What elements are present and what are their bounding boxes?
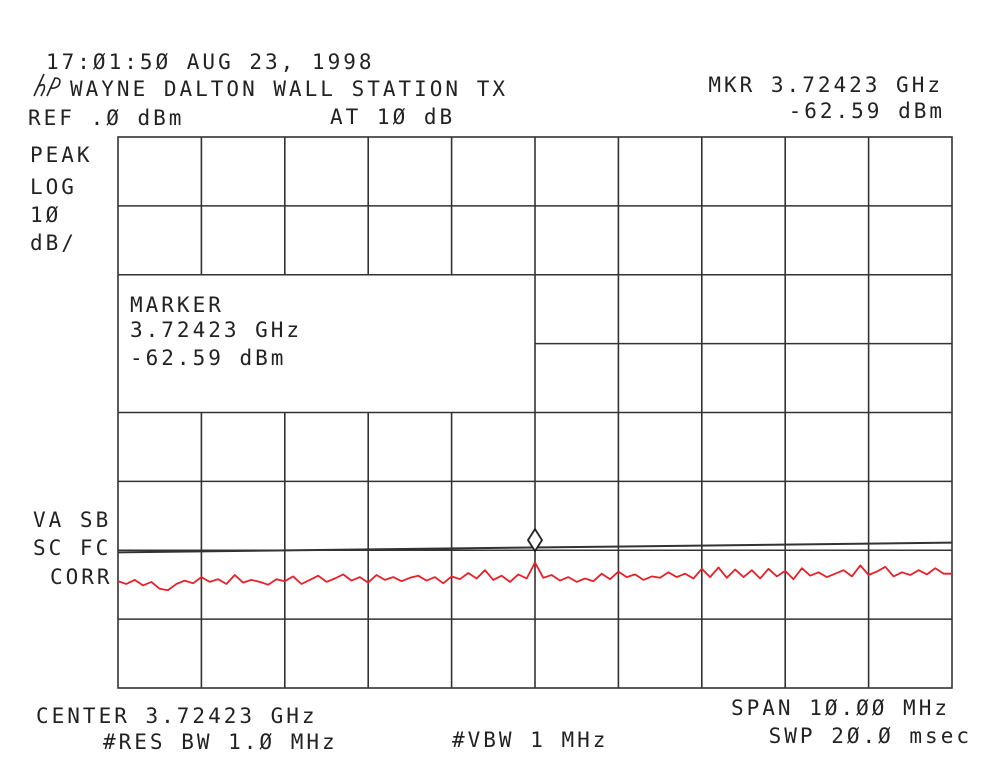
spectrum-trace bbox=[117, 561, 952, 592]
graticule bbox=[117, 136, 953, 689]
marker-box-frequency: 3.72423 GHz bbox=[130, 318, 302, 342]
flag-sc-fc: SC FC bbox=[33, 536, 111, 560]
hp-logo-icon bbox=[33, 73, 61, 97]
marker-level: -62.59 dBm bbox=[789, 99, 945, 123]
span: SPAN 1Ø.ØØ MHz bbox=[731, 696, 950, 720]
marker-box-level: -62.59 dBm bbox=[130, 346, 286, 370]
detector-label: PEAK bbox=[30, 143, 93, 167]
attenuation: AT 1Ø dB bbox=[330, 105, 455, 129]
title: WAYNE DALTON WALL STATION TX bbox=[70, 77, 508, 101]
timestamp: 17:Ø1:5Ø AUG 23, 1998 bbox=[46, 50, 375, 74]
trace-layer bbox=[117, 527, 953, 592]
marker-diamond-icon bbox=[526, 527, 544, 553]
center-frequency: CENTER 3.72423 GHz bbox=[36, 704, 318, 728]
resolution-bandwidth: #RES BW 1.Ø MHz bbox=[103, 730, 338, 754]
marker-frequency: MKR 3.72423 GHz bbox=[708, 73, 943, 97]
scale-value: 1Ø bbox=[30, 203, 61, 227]
video-bandwidth: #VBW 1 MHz bbox=[452, 728, 608, 752]
marker-box-title: MARKER bbox=[130, 293, 224, 317]
scale-unit: dB/ bbox=[30, 231, 77, 255]
scale-label: LOG bbox=[30, 175, 77, 199]
flag-corr: CORR bbox=[50, 565, 113, 589]
ref-level: REF .Ø dBm bbox=[28, 106, 184, 130]
flag-va-sb: VA SB bbox=[33, 508, 111, 532]
sweep-time: SWP 2Ø.Ø msec bbox=[769, 724, 972, 748]
